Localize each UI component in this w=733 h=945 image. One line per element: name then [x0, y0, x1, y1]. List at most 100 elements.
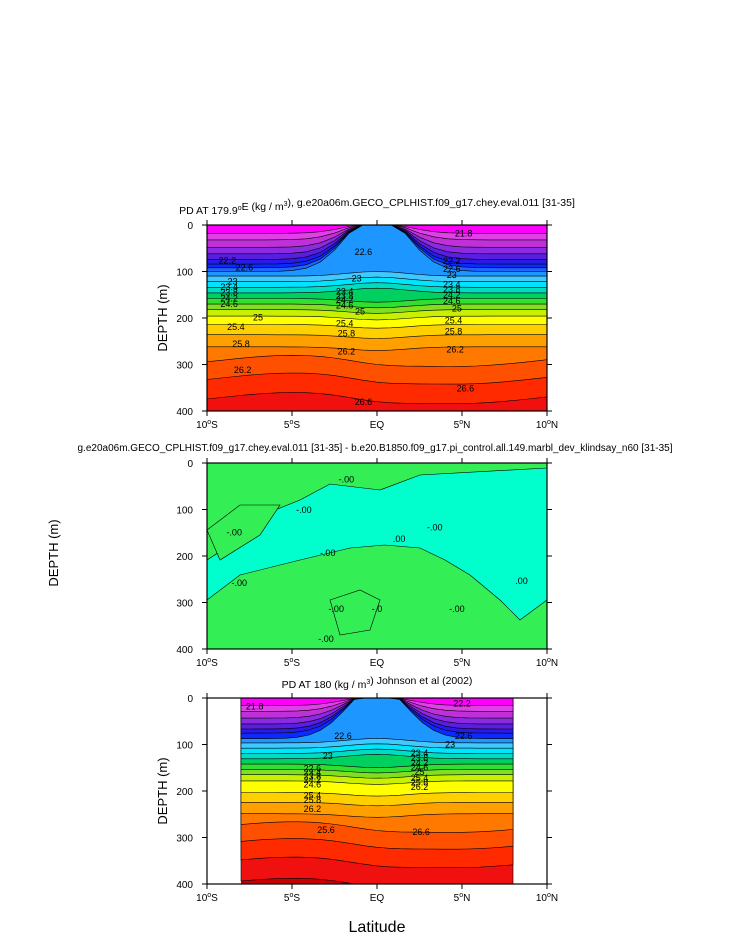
contour-label: 24.6: [220, 299, 238, 309]
contour-label: 24.6: [304, 779, 322, 789]
contour-label: -.00: [427, 522, 443, 532]
contour-label: -.00: [296, 505, 312, 515]
x-tick-label: 5oS: [284, 419, 300, 431]
panel-observations-density: PD AT 180 (kg / m3) Johnson et al (2002)…: [155, 675, 558, 904]
x-tick-label: 10oS: [196, 419, 218, 431]
contour-label: 25.8: [338, 329, 356, 339]
axes-observations: 10oS 5oS EQ 5oN 10oN 0 100 200 300 400: [176, 693, 558, 904]
contour-label: 22.2: [219, 256, 237, 266]
x-tick-label: EQ: [370, 893, 385, 904]
density-field-model: [207, 225, 547, 411]
contour-label: 25.4: [304, 790, 322, 800]
y-tick-label: 300: [176, 361, 193, 372]
contour-label: 21.8: [246, 702, 264, 712]
y-tick-label: 200: [176, 552, 193, 563]
contour-label: 25: [452, 304, 462, 314]
contour-label: 24.6: [411, 763, 429, 773]
contour-label: 26.2: [338, 346, 356, 356]
contour-label: 25: [253, 312, 263, 322]
contour-label: -.00: [339, 475, 355, 485]
contour-label: 26.2: [304, 804, 322, 814]
x-tick-label: 5oS: [284, 657, 300, 669]
x-tick-label: 10oS: [196, 657, 218, 669]
contour-label: 23.8: [336, 291, 354, 301]
contour-label: 23.4: [304, 768, 322, 778]
contour-label: 26.6: [355, 397, 373, 407]
contour-label: 23.4: [336, 286, 354, 296]
contour-label: 23: [352, 273, 362, 283]
x-tick-label: 10oN: [536, 657, 558, 669]
y-tick-label: 0: [187, 221, 193, 232]
contour-label: 22.6: [304, 764, 322, 774]
difference-field: [207, 463, 547, 649]
contour-label: 25.6: [317, 825, 335, 835]
contour-label: 23: [447, 270, 457, 280]
contour-label: -.00: [320, 548, 336, 558]
panel-model-density: PD AT 179.9oE (kg / m3), g.e20a06m.GECO_…: [155, 197, 575, 431]
y-tick-label: 100: [176, 506, 193, 517]
contour-label: 23: [323, 751, 333, 761]
contour-label: -.00: [318, 634, 334, 644]
y-tick-label: 100: [176, 268, 193, 279]
contour-label: 23: [445, 739, 455, 749]
y-axis-label-observations: DEPTH (m): [155, 757, 170, 824]
x-tick-label: EQ: [370, 420, 385, 431]
y-axis-label-model: DEPTH (m): [155, 284, 170, 351]
contour-label: -.0: [372, 604, 383, 614]
axes-difference: 10oS 5oS EQ 5oN 10oN 0 100 200 300 400: [176, 458, 558, 669]
panel-difference-title: g.e20a06m.GECO_CPLHIST.f09_g17.chey.eval…: [77, 443, 672, 454]
shared-y-axis-label: DEPTH (m): [46, 519, 61, 586]
contour-label: .00: [515, 576, 528, 586]
x-tick-label: 10oN: [536, 892, 558, 904]
contour-label: -.00: [328, 604, 344, 614]
contour-label: 22.6: [455, 731, 473, 741]
contour-label: 23.4: [220, 282, 238, 292]
y-tick-label: 300: [176, 834, 193, 845]
panel-observations-title: PD AT 180 (kg / m3) Johnson et al (2002): [282, 675, 473, 691]
panel-difference: g.e20a06m.GECO_CPLHIST.f09_g17.chey.eval…: [77, 443, 672, 669]
contour-label: 22.2: [453, 698, 471, 708]
x-tick-label: 10oN: [536, 419, 558, 431]
contour-label: 25.4: [411, 773, 429, 783]
contour-label: 25.4: [336, 318, 354, 328]
panel-model-title: PD AT 179.9oE (kg / m3), g.e20a06m.GECO_…: [179, 197, 575, 217]
contour-label: .00: [393, 534, 406, 544]
y-tick-label: 200: [176, 787, 193, 798]
contour-labels-model: 22.621.822.222.62323.423.824.224.62525.4…: [219, 229, 475, 407]
contour-label: 25.4: [445, 316, 463, 326]
x-tick-label: 5oS: [284, 892, 300, 904]
contour-label: 23: [227, 277, 237, 287]
contour-label: 22.2: [443, 256, 461, 266]
contour-label: 22.6: [355, 247, 373, 257]
x-tick-label: 10oS: [196, 892, 218, 904]
y-tick-label: 300: [176, 599, 193, 610]
contour-label: 26.6: [457, 384, 475, 394]
y-tick-label: 0: [187, 694, 193, 705]
y-tick-label: 400: [176, 880, 193, 891]
x-tick-label: 5oN: [454, 892, 471, 904]
x-tick-label: 5oN: [454, 657, 471, 669]
contour-label: -.00: [449, 604, 465, 614]
contour-label: 25.8: [445, 327, 463, 337]
contour-label: 23.8: [220, 288, 238, 298]
contour-labels-observations: 21.8 22.222.6 22.6232322.623.423.824.224.6…: [246, 698, 473, 837]
y-tick-label: 0: [187, 459, 193, 470]
contour-label: 23.4: [411, 748, 429, 758]
contour-label: 24.2: [304, 775, 322, 785]
contour-label: 26.2: [234, 365, 252, 375]
y-tick-label: 200: [176, 314, 193, 325]
contour-label: 24.2: [220, 293, 238, 303]
contour-label: 23.8: [443, 284, 461, 294]
x-axis-label: Latitude: [349, 919, 406, 936]
contour-label: 24.2: [443, 290, 461, 300]
contour-label: 23.4: [443, 279, 461, 289]
contour-label: 26.2: [411, 782, 429, 792]
y-tick-label: 100: [176, 741, 193, 752]
density-field-observations: [240, 698, 514, 884]
contour-label: 25.8: [232, 339, 250, 349]
contour-label: 24.2: [411, 758, 429, 768]
contour-label: -.00: [232, 578, 248, 588]
contour-label: 24.2: [336, 295, 354, 305]
contour-label: 23.8: [411, 753, 429, 763]
